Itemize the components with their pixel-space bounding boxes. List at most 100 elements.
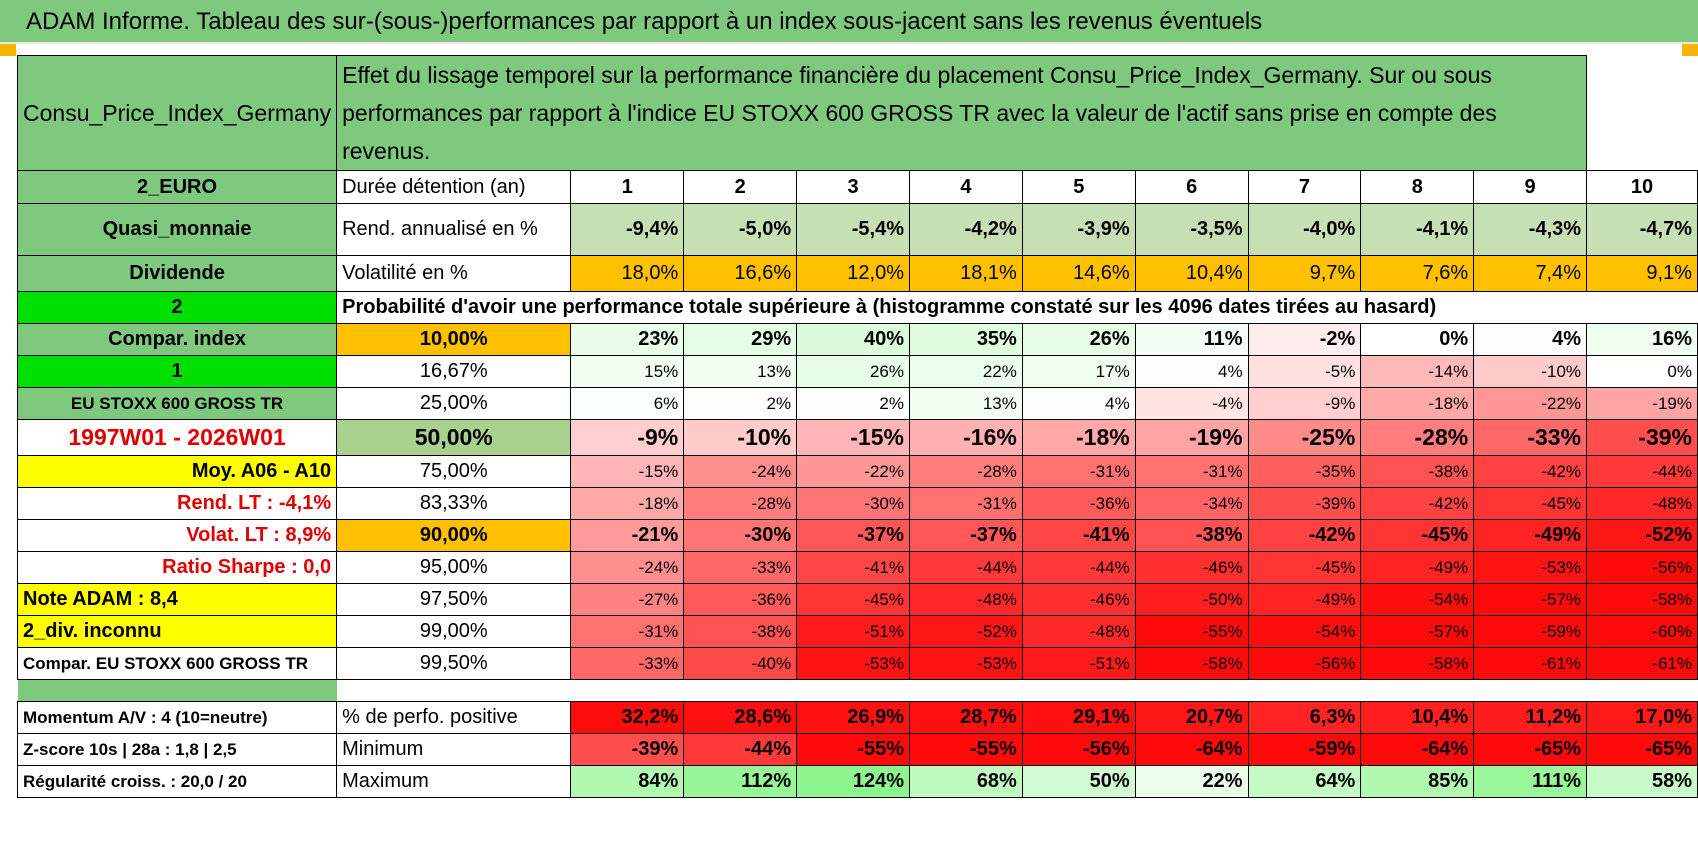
row-label: 25,00%: [336, 387, 572, 420]
value-cell: 22%: [1134, 765, 1249, 798]
value-cell: -59%: [1473, 615, 1588, 648]
row-label: 75,00%: [336, 455, 572, 488]
row-label: Durée détention (an): [336, 170, 572, 204]
value-cell: 10,4%: [1134, 255, 1249, 292]
value-cell: -48%: [1021, 615, 1136, 648]
value-cell: -33%: [683, 551, 798, 584]
value-cell: -54%: [1360, 583, 1475, 616]
value-cell: -9,4%: [570, 203, 685, 256]
value-cell: 15%: [570, 355, 685, 388]
value-cell: -38%: [683, 615, 798, 648]
value-cell: -15%: [570, 455, 685, 488]
row-left-label: Note ADAM : 8,4: [16, 583, 338, 616]
value-cell: -45%: [796, 583, 910, 616]
row-label: % de perfo. positive: [336, 701, 572, 734]
table-row: Dividende Volatilité en % 18,0% 16,6% 12,0% 1…: [16, 255, 1698, 292]
value-cell: 7,6%: [1360, 255, 1475, 292]
row-label: 95,00%: [336, 551, 572, 584]
value-cell: 9,1%: [1586, 255, 1698, 292]
value-cell: 16,6%: [683, 255, 798, 292]
corner-marker-right: [1682, 44, 1698, 56]
table-row: 2_EURO Durée détention (an) 1 2 3 4 5 6 7 8 9 10: [16, 170, 1698, 204]
value-cell: -42%: [1360, 487, 1475, 520]
value-cell: -42%: [1247, 519, 1362, 552]
table-row: Compar. EU STOXX 600 GROSS TR 99,50% -33% -…: [16, 647, 1698, 680]
row-label: Volatilité en %: [336, 255, 572, 292]
value-cell: 11%: [1134, 323, 1249, 356]
value-cell: -3,9%: [1021, 203, 1136, 256]
value-cell: 29%: [683, 323, 798, 356]
value-cell: -22%: [1473, 387, 1588, 420]
value-cell: -46%: [1021, 583, 1136, 616]
value-cell: -31%: [1021, 455, 1136, 488]
value-cell: 112%: [683, 765, 798, 798]
value-cell: 12,0%: [796, 255, 910, 292]
value-cell: -14%: [1360, 355, 1475, 388]
table-row: 2 Probabilité d'avoir une performance tot…: [16, 291, 1698, 324]
value-cell: -4,2%: [908, 203, 1023, 256]
row-label: Minimum: [336, 733, 572, 766]
value-cell: -4,7%: [1586, 203, 1698, 256]
description-cell: Effet du lissage temporel sur la perform…: [336, 55, 1588, 171]
value-cell: 2%: [796, 387, 910, 420]
value-cell: 0%: [1586, 355, 1698, 388]
value-cell: -56%: [1247, 647, 1362, 680]
value-cell: 17,0%: [1586, 701, 1698, 734]
row-label: 50,00%: [336, 419, 572, 456]
row-left-label: Dividende: [16, 255, 338, 292]
year-header-cell: 9: [1473, 170, 1588, 204]
value-cell: -51%: [796, 615, 910, 648]
value-cell: -41%: [796, 551, 910, 584]
value-cell: 14,6%: [1021, 255, 1136, 292]
year-header-cell: 8: [1360, 170, 1475, 204]
value-cell: 26%: [1021, 323, 1136, 356]
value-cell: 0%: [1360, 323, 1475, 356]
value-cell: 9,7%: [1247, 255, 1362, 292]
value-cell: -51%: [1021, 647, 1136, 680]
value-cell: 124%: [796, 765, 910, 798]
value-cell: 85%: [1360, 765, 1475, 798]
value-cell: -28%: [683, 487, 798, 520]
value-cell: -31%: [570, 615, 685, 648]
value-cell: -35%: [1247, 455, 1362, 488]
probability-heading: Probabilité d'avoir une performance tota…: [336, 291, 1698, 324]
value-cell: 13%: [908, 387, 1023, 420]
value-cell: -52%: [1586, 519, 1698, 552]
value-cell: -55%: [1134, 615, 1249, 648]
value-cell: -33%: [1473, 419, 1588, 456]
row-left-label: 2: [16, 291, 338, 324]
row-label: 90,00%: [336, 519, 572, 552]
year-header-cell: 10: [1586, 170, 1698, 204]
table-row: Compar. index 10,00% 23% 29% 40% 35% 26% 11% -2%…: [16, 323, 1698, 356]
value-cell: 11,2%: [1473, 701, 1588, 734]
row-left-label: Moy. A06 - A10: [16, 455, 338, 488]
value-cell: -10%: [683, 419, 798, 456]
value-cell: 10,4%: [1360, 701, 1475, 734]
value-cell: -46%: [1134, 551, 1249, 584]
year-header-cell: 6: [1134, 170, 1249, 204]
value-cell: -39%: [570, 733, 685, 766]
value-cell: -3,5%: [1134, 203, 1249, 256]
value-cell: -54%: [1247, 615, 1362, 648]
value-cell: -16%: [908, 419, 1023, 456]
year-header-cell: 5: [1021, 170, 1136, 204]
table-row: 2_div. inconnu 99,00% -31% -38% -51% -52% -48%…: [16, 615, 1698, 648]
table-row: Moy. A06 - A10 75,00% -15% -24% -22% -28% -31%…: [16, 455, 1698, 488]
year-header-cell: 1: [570, 170, 685, 204]
page-title: ADAM Informe. Tableau des sur-(sous-)per…: [26, 8, 1263, 35]
value-cell: -45%: [1360, 519, 1475, 552]
value-cell: -64%: [1360, 733, 1475, 766]
row-left-label: EU STOXX 600 GROSS TR: [16, 387, 338, 420]
value-cell: 35%: [908, 323, 1023, 356]
value-cell: -48%: [908, 583, 1023, 616]
value-cell: 22%: [908, 355, 1023, 388]
value-cell: 18,0%: [570, 255, 685, 292]
row-left-label: Quasi_monnaie: [16, 203, 338, 256]
value-cell: -56%: [1586, 551, 1698, 584]
value-cell: 18,1%: [908, 255, 1023, 292]
value-cell: -21%: [570, 519, 685, 552]
value-cell: -49%: [1473, 519, 1588, 552]
value-cell: -22%: [796, 455, 910, 488]
value-cell: -27%: [570, 583, 685, 616]
value-cell: -19%: [1586, 387, 1698, 420]
